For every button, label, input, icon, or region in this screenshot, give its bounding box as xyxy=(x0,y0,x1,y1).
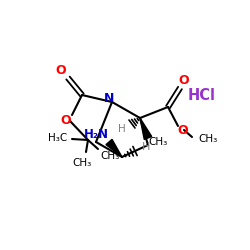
Text: CH₃: CH₃ xyxy=(198,134,218,144)
Text: HCl: HCl xyxy=(188,88,216,102)
Text: CH₃: CH₃ xyxy=(72,158,92,168)
Text: H: H xyxy=(118,124,126,134)
Text: CH₃: CH₃ xyxy=(148,137,168,147)
Text: O: O xyxy=(56,64,66,78)
Text: CH₃: CH₃ xyxy=(100,151,120,161)
Text: H: H xyxy=(142,142,150,152)
Text: H₃C: H₃C xyxy=(48,133,68,143)
Text: H₂N: H₂N xyxy=(84,128,108,141)
Text: O: O xyxy=(61,114,71,126)
Polygon shape xyxy=(106,140,122,157)
Text: O: O xyxy=(179,74,189,88)
Text: N: N xyxy=(104,92,114,104)
Text: O: O xyxy=(178,124,188,136)
Polygon shape xyxy=(140,118,152,140)
